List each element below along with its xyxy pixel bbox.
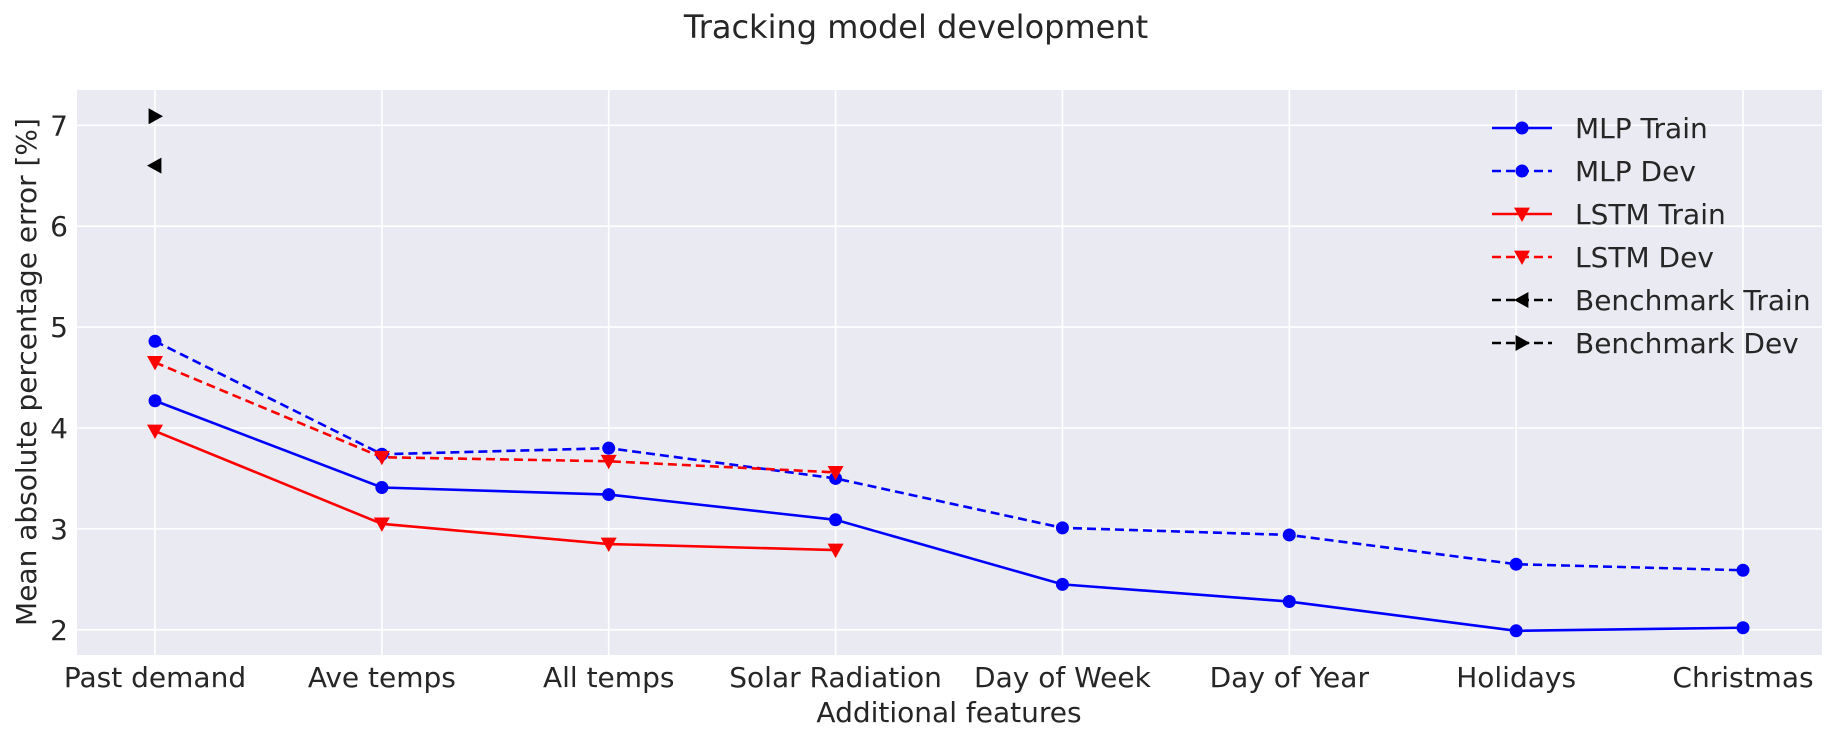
- y-tick-labels: 2 3 4 5 6 7: [50, 109, 68, 646]
- x-tick-label: Christmas: [1672, 661, 1813, 694]
- legend: MLP Train MLP Dev LSTM Train LSTM Dev Benchm…: [1492, 112, 1811, 360]
- legend-marker: [1515, 335, 1530, 351]
- data-point: [827, 465, 844, 481]
- plot-area: [77, 90, 1822, 655]
- series-line: [154, 340, 1744, 572]
- series-benchmark-train: [147, 157, 162, 174]
- legend-marker: [1514, 250, 1530, 265]
- data-point: [147, 356, 163, 371]
- x-tick-label: Day of Week: [974, 661, 1152, 694]
- series-line: [154, 399, 1744, 633]
- legend-item: Benchmark Dev: [1492, 327, 1799, 360]
- legend-marker: [1514, 292, 1529, 308]
- legend-item: MLP Dev: [1492, 155, 1696, 188]
- data-point: [1282, 528, 1296, 542]
- x-tick-label: Ave temps: [308, 661, 456, 694]
- y-tick-label: 3: [50, 513, 68, 546]
- y-tick-label: 6: [50, 210, 68, 243]
- data-point: [373, 450, 390, 466]
- legend-marker: [1515, 121, 1529, 135]
- x-tick-label: Past demand: [64, 661, 246, 694]
- series-lstm-dev: [147, 356, 844, 481]
- y-tick-label: 4: [50, 412, 68, 445]
- legend-label: Benchmark Dev: [1575, 327, 1799, 360]
- grid-lines: [77, 90, 1822, 655]
- y-tick-label: 5: [50, 311, 68, 344]
- data-point: [1509, 624, 1523, 638]
- x-tick-label: All temps: [543, 661, 674, 694]
- legend-label: MLP Dev: [1575, 155, 1696, 188]
- data-point: [600, 537, 617, 553]
- legend-item: LSTM Train: [1492, 198, 1726, 231]
- data-point: [148, 108, 163, 125]
- legend-label: LSTM Train: [1575, 198, 1726, 231]
- series-mlp-train: [148, 394, 1750, 638]
- legend-label: LSTM Dev: [1575, 241, 1714, 274]
- legend-marker: [1514, 207, 1530, 222]
- data-point: [1055, 577, 1069, 591]
- y-axis-label: Mean absolute percentage error [%]: [10, 118, 43, 626]
- x-axis-label: Additional features: [816, 696, 1081, 729]
- legend-item: Benchmark Train: [1492, 284, 1811, 317]
- x-tick-label: Holidays: [1456, 661, 1576, 694]
- data-point: [373, 517, 390, 532]
- legend-label: MLP Train: [1575, 112, 1708, 145]
- data-point: [600, 454, 617, 470]
- legend-label: Benchmark Train: [1575, 284, 1811, 317]
- data-point: [1509, 557, 1523, 571]
- data-point: [827, 543, 844, 559]
- data-point: [147, 424, 163, 440]
- legend-marker: [1515, 164, 1529, 178]
- series-layer: [147, 108, 1750, 638]
- data-point: [1736, 621, 1750, 635]
- data-point: [148, 394, 162, 408]
- data-point: [602, 488, 616, 502]
- series-lstm-train: [147, 424, 844, 559]
- data-point: [829, 513, 843, 527]
- data-point: [602, 441, 616, 455]
- data-point: [147, 157, 162, 174]
- x-tick-label: Day of Year: [1210, 661, 1370, 694]
- data-point: [375, 481, 389, 495]
- data-point: [1055, 521, 1069, 535]
- data-point: [148, 334, 162, 348]
- legend-item: MLP Train: [1492, 112, 1708, 145]
- chart-title: Tracking model development: [683, 8, 1148, 46]
- y-tick-label: 2: [50, 614, 68, 647]
- legend-item: LSTM Dev: [1492, 241, 1714, 274]
- x-tick-labels: Past demand Ave temps All temps Solar Radia…: [64, 661, 1814, 694]
- series-line: [154, 429, 836, 552]
- series-benchmark-dev: [148, 108, 163, 125]
- data-point: [1736, 563, 1750, 577]
- y-tick-label: 7: [50, 109, 68, 142]
- data-point: [1282, 595, 1296, 609]
- x-tick-label: Solar Radiation: [729, 661, 942, 694]
